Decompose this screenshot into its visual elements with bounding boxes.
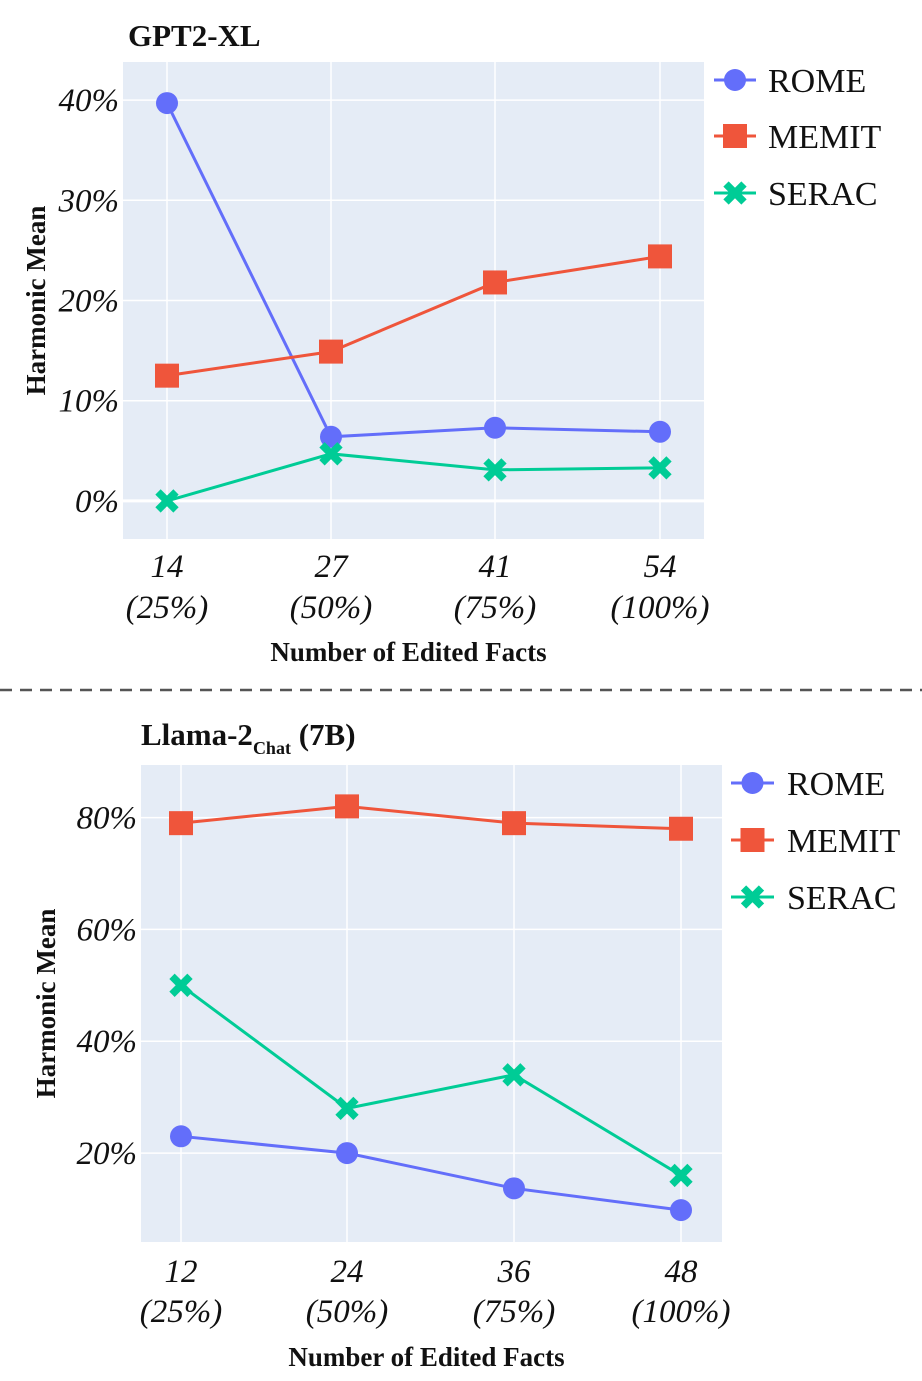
y-tick-label: 30% [58,183,120,219]
legend-item-memit: MEMIT [714,119,882,156]
chart-title: Llama-2Chat (7B) [141,717,356,758]
x-tick-label: 48 [665,1254,699,1290]
legend-marker-square-icon [723,124,747,148]
data-point-serac [483,458,507,482]
legend-label: SERAC [768,176,878,213]
x-tick-label-percent: (75%) [454,590,536,626]
y-tick-label: 40% [59,83,120,119]
data-point-memit [319,339,343,364]
data-point-serac [319,442,343,466]
legend-item-memit: MEMIT [731,823,901,860]
data-point-memit [669,816,693,841]
legend-label: ROME [768,63,866,100]
x-tick-label-percent: (25%) [140,1294,222,1330]
data-point-rome [170,1125,192,1148]
data-point-memit [335,794,359,819]
series-rome [170,1125,692,1222]
legend: ROME MEMIT SERAC [714,63,882,213]
chart-title-main: GPT2-XL [128,18,261,53]
x-tick-label: 24 [331,1254,364,1290]
y-axis-label: Harmonic Mean [31,909,61,1099]
data-point-serac [169,973,193,997]
legend-marker-circle-icon [741,772,764,794]
legend: ROME MEMIT SERAC [731,766,901,917]
series-serac [169,973,693,1188]
data-point-serac [155,489,179,513]
y-tick-label: 20% [59,284,120,320]
series-line-memit [166,254,661,378]
data-point-rome [156,92,178,115]
legend-marker-circle-icon [724,69,746,91]
legend-label: MEMIT [787,823,901,860]
chart-title: GPT2-XL [128,18,261,53]
y-tick-label: 20% [77,1136,138,1172]
data-point-memit [483,270,507,295]
legend-marker-x-icon [740,885,765,909]
data-point-rome [503,1177,525,1200]
data-point-serac [648,456,672,480]
data-point-rome [649,420,671,443]
data-point-rome [336,1142,358,1165]
legend-marker-x-icon [723,181,747,205]
y-tick-label: 0% [75,484,119,520]
x-tick-label: 36 [497,1254,532,1290]
series-line-rome [165,102,661,439]
legend-item-serac: SERAC [714,176,878,213]
y-axis-label: Harmonic Mean [21,206,51,396]
legend-item-serac: SERAC [731,880,897,917]
data-point-memit [648,244,672,269]
data-point-rome [320,425,342,448]
series-line-serac [166,452,661,503]
chart-title-main: Llama-2 [141,717,253,752]
y-tick-label: 40% [77,1024,138,1060]
x-tick-label-percent: (25%) [126,590,208,626]
x-tick-label-percent: (100%) [632,1294,731,1330]
series-line-serac [180,984,682,1177]
series-line-memit [180,804,682,831]
plot-area [141,765,722,1242]
x-tick-label-percent: (50%) [290,590,372,626]
data-point-serac [502,1063,526,1087]
chart-title-suffix: (7B) [291,717,356,752]
legend-label: MEMIT [768,119,882,156]
chart-title-subscript: Chat [253,738,291,758]
series-memit [169,794,693,841]
x-tick-label-percent: (50%) [306,1294,388,1330]
y-tick-label: 80% [77,801,138,837]
legend-label: ROME [787,766,885,803]
x-tick-label-percent: (75%) [473,1294,555,1330]
legend-item-rome: ROME [731,766,885,803]
x-tick-label: 41 [479,549,512,585]
data-point-rome [670,1199,692,1222]
x-tick-label: 27 [315,549,350,585]
data-point-rome [484,416,506,439]
series-serac [155,442,672,513]
chart-panel-1: 0% 10% 20% 30% 40% 14 (25%) 27 (50%) 41 (75%) 54 (10… [21,18,882,667]
data-point-memit [155,363,179,388]
y-tick-label: 10% [59,384,120,420]
series-rome [156,92,671,448]
data-point-serac [335,1096,359,1121]
chart-panel-2: 20% 40% 60% 80% 12 (25%) 24 (50%) 36 (75%) 48 (100%… [31,717,901,1372]
legend-item-rome: ROME [714,63,866,100]
data-point-serac [669,1163,693,1188]
data-point-memit [169,811,193,836]
y-tick-label: 60% [77,912,138,948]
x-tick-label: 14 [151,549,184,585]
data-point-memit [502,811,526,836]
x-axis-label: Number of Edited Facts [270,637,546,667]
x-tick-label: 54 [644,549,677,585]
x-tick-label: 12 [165,1254,198,1290]
x-axis-label: Number of Edited Facts [288,1342,564,1372]
legend-marker-square-icon [740,828,765,852]
legend-label: SERAC [787,880,897,917]
series-memit [155,244,672,388]
x-tick-label-percent: (100%) [611,590,710,626]
series-line-rome [180,1134,682,1212]
